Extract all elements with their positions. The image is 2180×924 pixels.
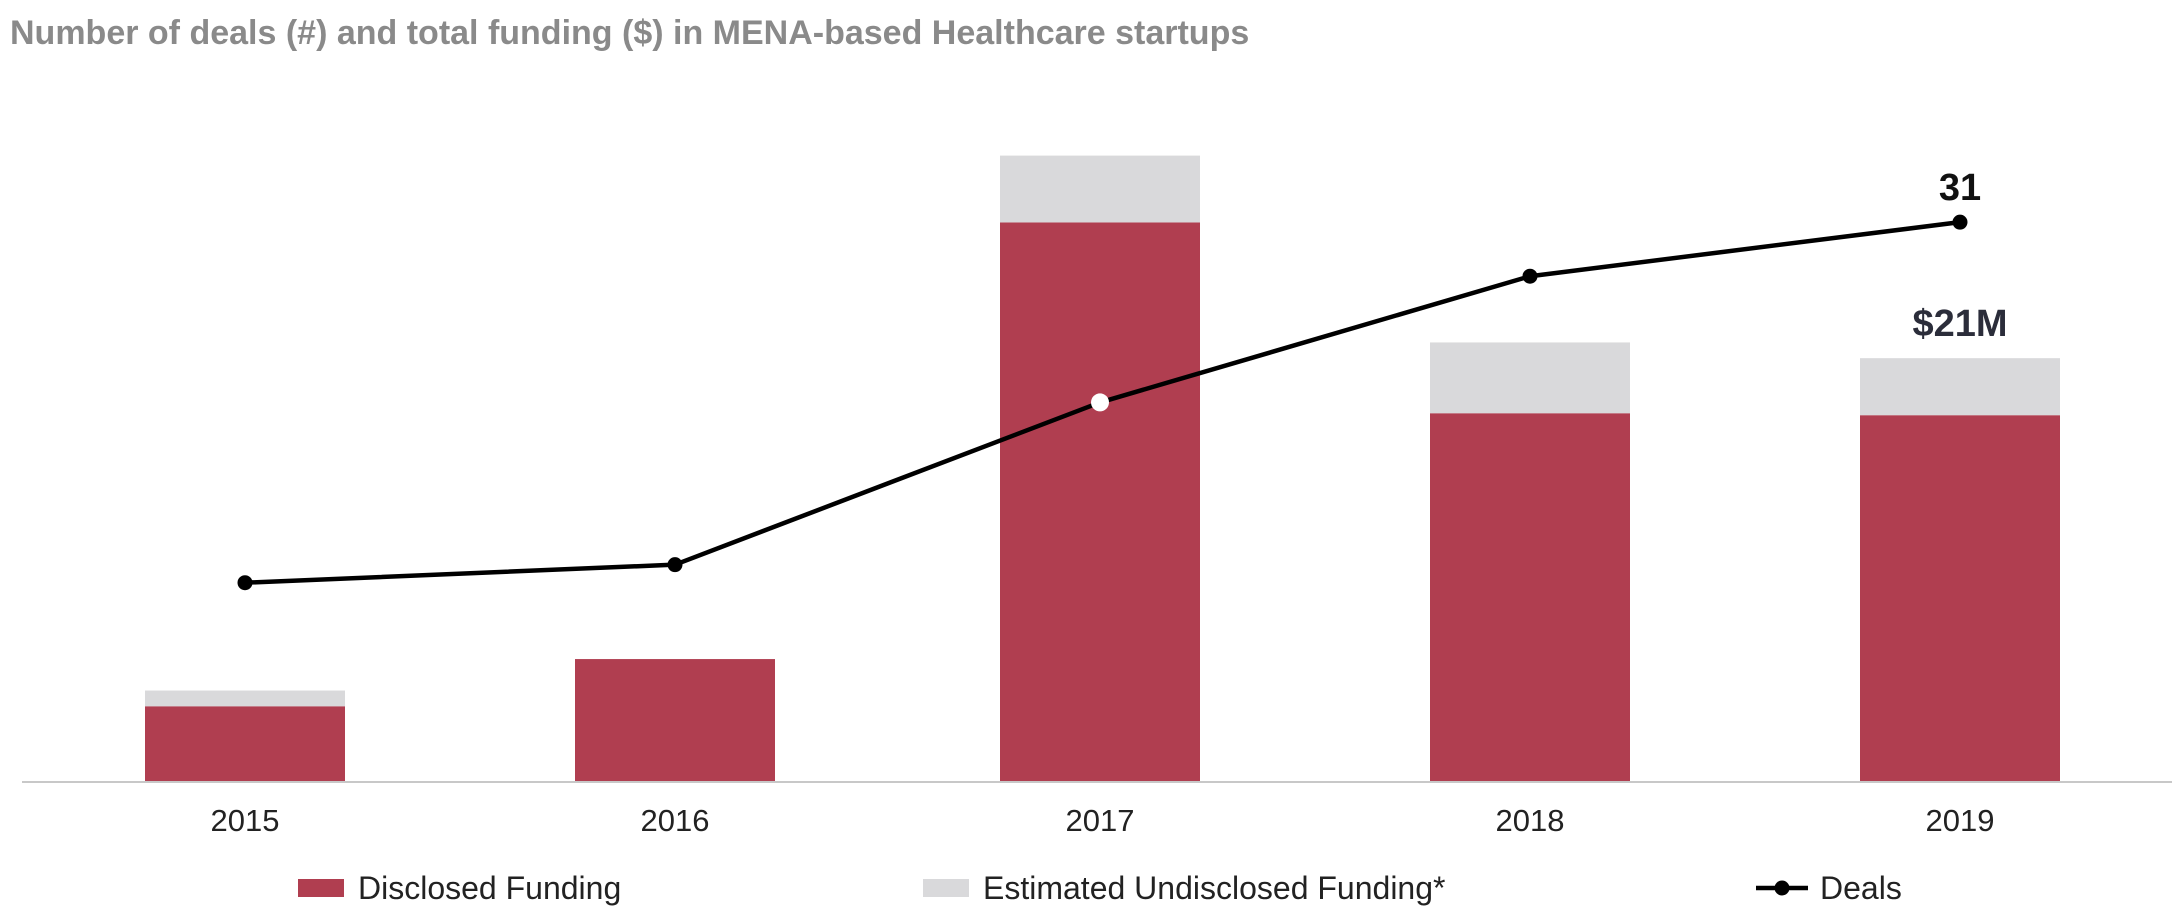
- legend-label-disclosed-funding: Disclosed Funding: [358, 870, 621, 906]
- legend-label-estimated-undisclosed-funding: Estimated Undisclosed Funding*: [983, 870, 1445, 906]
- x-tick-label-2018: 2018: [1496, 803, 1565, 838]
- legend-label-deals: Deals: [1820, 870, 1902, 906]
- legend-swatch-estimated-undisclosed-funding: [923, 879, 969, 897]
- data-label-total-funding-2019: $21M: [1912, 303, 2007, 345]
- bar-disclosed-funding-2017: [1000, 222, 1200, 781]
- legend-swatch-disclosed-funding: [298, 879, 344, 897]
- bar-estimated-undisclosed-funding-2018: [1430, 342, 1630, 414]
- point-deals-2017: [1091, 393, 1109, 412]
- legend-swatch-deals-marker: [1774, 880, 1790, 896]
- chart-title: Number of deals (#) and total funding ($…: [10, 14, 1250, 52]
- bar-estimated-undisclosed-funding-2015: [145, 690, 345, 707]
- bar-estimated-undisclosed-funding-2019: [1860, 358, 2060, 416]
- data-label-deals-2019: 31: [1939, 167, 1981, 209]
- bar-disclosed-funding-2015: [145, 706, 345, 781]
- x-tick-label-2019: 2019: [1926, 803, 1995, 838]
- point-deals-2019: [1952, 214, 1968, 230]
- point-deals-2018: [1522, 268, 1538, 284]
- x-tick-label-2016: 2016: [641, 803, 710, 838]
- point-deals-2016: [667, 557, 683, 573]
- point-deals-2015: [237, 575, 253, 591]
- bar-disclosed-funding-2018: [1430, 413, 1630, 781]
- bar-disclosed-funding-2019: [1860, 415, 2060, 781]
- bar-estimated-undisclosed-funding-2017: [1000, 155, 1200, 223]
- bar-disclosed-funding-2016: [575, 659, 775, 781]
- x-tick-label-2015: 2015: [211, 803, 280, 838]
- x-tick-label-2017: 2017: [1066, 803, 1135, 838]
